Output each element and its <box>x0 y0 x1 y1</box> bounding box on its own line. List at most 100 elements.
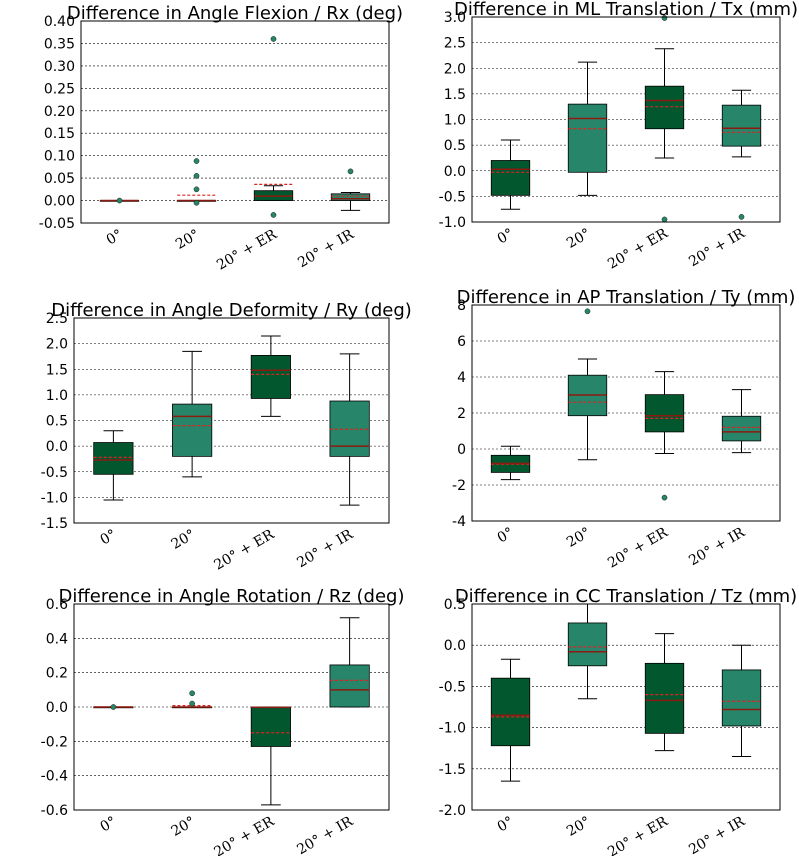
box-2 <box>172 350 213 478</box>
x-tick-label: 20° + ER <box>605 524 671 571</box>
outlier-point <box>661 494 668 501</box>
y-tick-label: 1.0 <box>46 388 68 404</box>
x-tick-label: 20° + ER <box>214 226 280 273</box>
y-tick-label: 0.6 <box>46 597 68 613</box>
x-tick-label: 0° <box>495 226 517 248</box>
box-3 <box>250 335 291 417</box>
y-tick-label: 0.30 <box>44 59 75 75</box>
x-tick-label: 20° + IR <box>686 813 748 856</box>
chart-panel-3: -1.5 -1.0 -0.5 0.0 0.5 1.0 1.5 2.0 2.5 0° 20° 20° +… <box>41 300 412 574</box>
chart-panel-6: -2.0 -1.5 -1.0 -0.5 0.0 0.5 0° 20° 20° + ER 20° +… <box>439 586 798 856</box>
y-tick-label: 0.0 <box>46 439 68 455</box>
chart-panel-5: -0.6 -0.4 -0.2 0.0 0.2 0.4 0.6 0° 20° 20° + ER 20°… <box>41 586 405 856</box>
box-2 <box>567 61 608 196</box>
box-4 <box>721 89 762 220</box>
iqr-box <box>172 403 213 457</box>
plot-frame <box>471 16 781 223</box>
x-tick-label: 0° <box>98 527 120 549</box>
y-tick-label: 0.00 <box>44 194 75 210</box>
outlier-point <box>347 168 354 175</box>
box-1 <box>490 445 531 481</box>
y-tick-label: 2 <box>457 406 466 422</box>
iqr-box <box>721 669 762 727</box>
y-tick-label: 0.5 <box>444 138 466 154</box>
chart-title: Difference in Angle Flexion / Rx (deg) <box>67 3 403 24</box>
x-tick-label: 20° + IR <box>294 526 356 571</box>
x-tick-label: 20° + IR <box>295 226 357 271</box>
y-tick-label: 0.20 <box>44 104 75 120</box>
iqr-box <box>250 706 291 747</box>
y-tick-label: 0.4 <box>46 631 68 647</box>
box-3 <box>644 633 685 752</box>
x-tick-label: 20° + ER <box>212 526 278 573</box>
y-tick-label: -0.05 <box>39 216 75 232</box>
y-tick-label: 2.0 <box>444 61 466 77</box>
iqr-box <box>644 662 685 734</box>
iqr-box <box>644 85 685 130</box>
y-tick-label: 2.5 <box>444 36 466 52</box>
y-tick-label: -4 <box>452 514 466 530</box>
y-tick-label: 6 <box>457 334 466 350</box>
y-tick-label: 2.0 <box>46 337 68 353</box>
box-3 <box>644 15 685 223</box>
box-4 <box>329 353 370 506</box>
x-tick-label: 20° <box>564 226 594 252</box>
y-tick-label: -1.5 <box>439 762 466 778</box>
outlier-point <box>193 173 200 179</box>
y-tick-label: -1.0 <box>439 721 466 737</box>
x-tick-label: 20° + ER <box>605 813 671 856</box>
box-2 <box>176 158 217 206</box>
iqr-box <box>644 394 685 433</box>
x-tick-label: 20° + ER <box>605 225 671 272</box>
x-tick-label: 20° <box>564 525 594 551</box>
iqr-box <box>721 104 762 147</box>
chart-title: Difference in Angle Rotation / Rz (deg) <box>58 586 404 607</box>
chart-panel-2: -1.0 -0.5 0.0 0.5 1.0 1.5 2.0 2.5 3.0 0° 20° 20° + … <box>439 0 798 273</box>
y-tick-label: 0.05 <box>44 171 75 187</box>
box-1 <box>490 658 531 782</box>
outlier-point <box>270 212 277 218</box>
y-tick-label: 0.15 <box>44 126 75 142</box>
iqr-box <box>721 415 762 442</box>
y-tick-label: 8 <box>457 298 466 314</box>
box-1 <box>490 139 531 210</box>
box-4 <box>329 617 370 708</box>
iqr-box <box>329 664 370 708</box>
box-4 <box>330 168 371 211</box>
y-tick-label: 0.10 <box>44 149 75 165</box>
iqr-box <box>250 355 291 399</box>
y-tick-label: -0.5 <box>439 189 466 205</box>
plot-frame <box>80 20 390 224</box>
plot-frame <box>73 317 390 524</box>
y-tick-label: 0.25 <box>44 81 75 97</box>
box-4 <box>721 389 762 454</box>
y-tick-label: -0.4 <box>41 769 68 785</box>
x-tick-label: 20° + ER <box>212 813 278 856</box>
y-tick-label: 1.5 <box>46 362 68 378</box>
chart-title: Difference in AP Translation / Ty (mm) <box>457 287 796 308</box>
box-4 <box>721 644 762 757</box>
box-2 <box>567 603 608 700</box>
y-tick-label: -0.5 <box>41 465 68 481</box>
chart-panel-4: -4 -2 0 2 4 6 8 0° 20° 20° + ER 20° + IR Difference… <box>452 287 795 572</box>
y-tick-label: 0.5 <box>444 597 466 613</box>
y-tick-label: 0 <box>457 442 466 458</box>
box-3 <box>644 371 685 501</box>
x-tick-label: 0° <box>495 525 517 547</box>
outlier-point <box>661 216 668 223</box>
outlier-point <box>584 308 591 315</box>
x-tick-label: 0° <box>495 814 517 836</box>
y-tick-label: -0.2 <box>41 734 68 750</box>
plot-frame <box>471 304 781 522</box>
y-tick-label: 0.0 <box>444 638 466 654</box>
chart-title: Difference in Angle Deformity / Ry (deg) <box>51 300 412 321</box>
x-tick-label: 0° <box>98 814 120 836</box>
y-tick-label: 4 <box>457 370 466 386</box>
y-tick-label: 0.0 <box>444 164 466 180</box>
box-3 <box>253 36 294 218</box>
chart-title: Difference in ML Translation / Tx (mm) <box>454 0 798 20</box>
x-tick-label: 20° + IR <box>686 225 748 270</box>
y-tick-label: 1.5 <box>444 87 466 103</box>
y-tick-label: -2.0 <box>439 803 466 819</box>
plot-frame <box>471 603 781 811</box>
